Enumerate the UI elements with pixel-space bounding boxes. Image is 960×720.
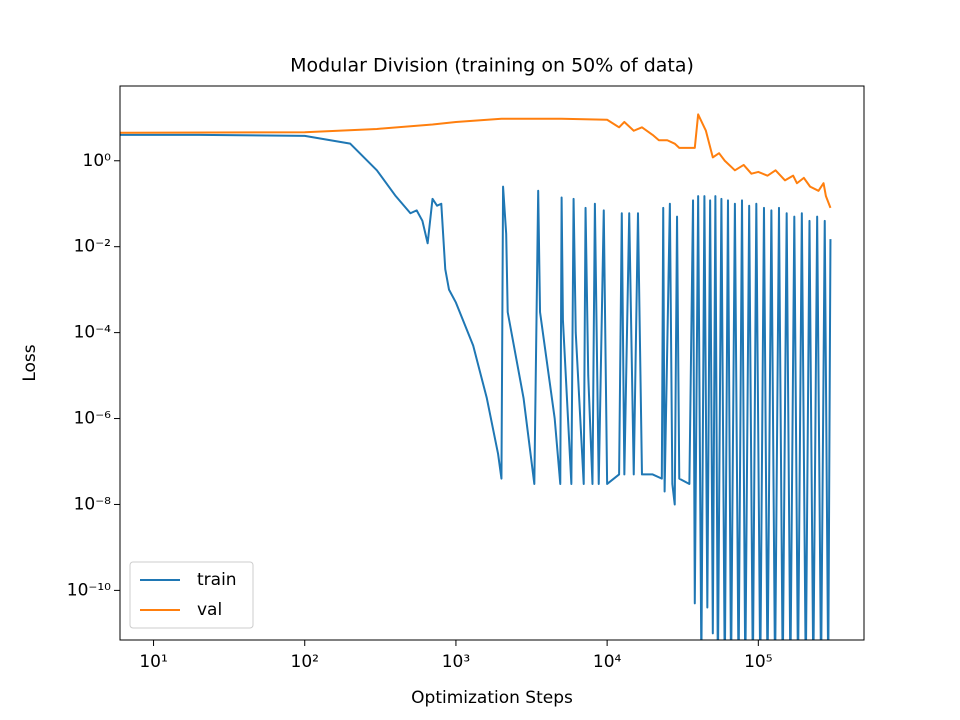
y-tick-label: 10⁻² — [74, 237, 111, 257]
legend-label: train — [197, 570, 237, 590]
x-tick-label: 10¹ — [139, 652, 167, 672]
x-axis-label: Optimization Steps — [411, 688, 573, 708]
y-tick-label: 10⁻⁸ — [74, 494, 112, 514]
chart-title: Modular Division (training on 50% of dat… — [290, 55, 694, 77]
x-tick-label: 10⁵ — [744, 652, 772, 672]
axes-frame — [119, 85, 865, 641]
y-tick-label: 10⁻⁶ — [74, 409, 112, 429]
x-tick-label: 10⁴ — [593, 652, 622, 672]
y-tick-label: 10⁰ — [83, 151, 112, 171]
legend-box — [129, 561, 254, 629]
plot-area — [120, 113, 832, 640]
line-series — [120, 113, 832, 209]
x-tick-label: 10² — [291, 652, 319, 672]
y-tick-label: 10⁻¹⁰ — [67, 580, 111, 600]
legend-label: val — [197, 600, 222, 620]
line-series — [120, 133, 832, 640]
y-axis-label: Loss — [20, 344, 40, 381]
x-tick-label: 10³ — [442, 652, 470, 672]
y-tick-label: 10⁻⁴ — [74, 323, 112, 343]
